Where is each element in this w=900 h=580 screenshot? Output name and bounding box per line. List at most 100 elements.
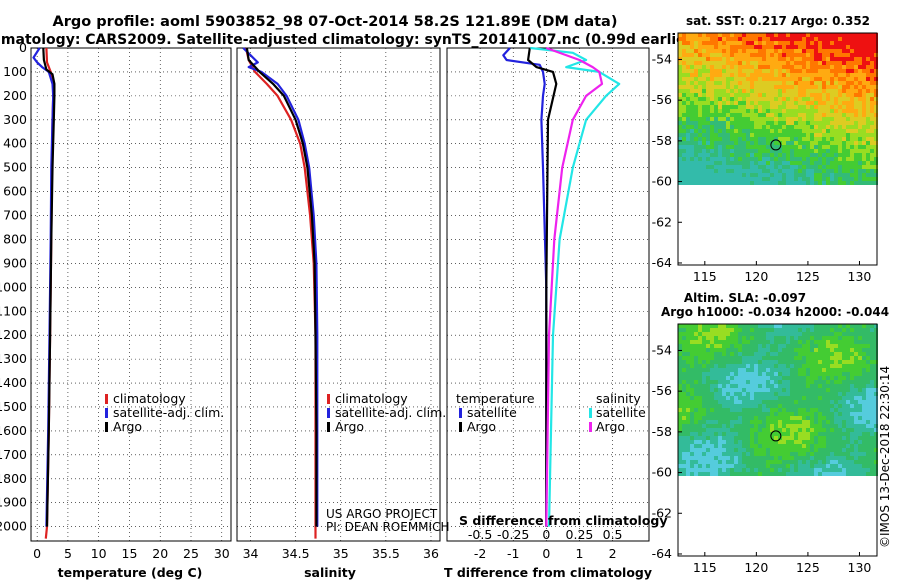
field-cell	[866, 408, 870, 412]
field-cell	[718, 65, 722, 69]
field-cell	[802, 400, 806, 404]
field-cell	[774, 328, 778, 332]
field-cell	[826, 45, 830, 49]
field-cell	[854, 332, 858, 336]
field-cell	[850, 332, 854, 336]
field-cell	[846, 468, 850, 472]
field-cell	[682, 53, 686, 57]
field-cell	[802, 460, 806, 464]
field-cell	[714, 384, 718, 388]
field-cell	[818, 125, 822, 129]
field-cell	[826, 440, 830, 444]
field-cell	[758, 444, 762, 448]
field-cell	[834, 69, 838, 73]
field-cell	[734, 348, 738, 352]
field-cell	[750, 436, 754, 440]
field-cell	[734, 53, 738, 57]
field-cell	[686, 101, 690, 105]
field-cell	[782, 372, 786, 376]
field-cell	[730, 448, 734, 452]
field-cell	[862, 173, 866, 177]
field-cell	[766, 432, 770, 436]
field-cell	[710, 368, 714, 372]
field-cell	[702, 348, 706, 352]
field-cell	[790, 344, 794, 348]
field-cell	[814, 408, 818, 412]
field-cell	[874, 73, 878, 77]
field-cell	[786, 356, 790, 360]
field-cell	[770, 161, 774, 165]
field-cell	[874, 360, 878, 364]
field-cell	[834, 360, 838, 364]
field-cell	[750, 348, 754, 352]
field-cell	[762, 328, 766, 332]
field-cell	[838, 133, 842, 137]
field-cell	[850, 33, 854, 37]
field-cell	[830, 344, 834, 348]
field-cell	[698, 97, 702, 101]
field-cell	[802, 41, 806, 45]
field-cell	[790, 464, 794, 468]
field-cell	[842, 101, 846, 105]
field-cell	[790, 181, 794, 185]
field-cell	[786, 177, 790, 181]
field-cell	[758, 109, 762, 113]
field-cell	[798, 436, 802, 440]
field-cell	[814, 109, 818, 113]
field-cell	[778, 181, 782, 185]
field-cell	[822, 129, 826, 133]
field-cell	[730, 404, 734, 408]
field-cell	[850, 149, 854, 153]
field-cell	[766, 81, 770, 85]
field-cell	[862, 53, 866, 57]
field-cell	[826, 137, 830, 141]
field-cell	[794, 49, 798, 53]
field-cell	[858, 436, 862, 440]
field-cell	[794, 73, 798, 77]
field-cell	[738, 336, 742, 340]
field-cell	[694, 61, 698, 65]
field-cell	[686, 332, 690, 336]
field-cell	[818, 81, 822, 85]
field-cell	[742, 105, 746, 109]
field-cell	[842, 460, 846, 464]
field-cell	[766, 336, 770, 340]
field-cell	[774, 81, 778, 85]
field-cell	[678, 472, 682, 476]
field-cell	[854, 141, 858, 145]
field-cell	[858, 173, 862, 177]
field-cell	[782, 85, 786, 89]
field-cell	[750, 428, 754, 432]
field-cell	[818, 113, 822, 117]
field-cell	[758, 145, 762, 149]
field-cell	[786, 440, 790, 444]
field-cell	[766, 408, 770, 412]
field-cell	[750, 432, 754, 436]
field-cell	[754, 89, 758, 93]
field-cell	[718, 165, 722, 169]
field-cell	[806, 69, 810, 73]
field-cell	[738, 33, 742, 37]
field-cell	[746, 97, 750, 101]
field-cell	[762, 448, 766, 452]
field-cell	[858, 392, 862, 396]
field-cell	[798, 65, 802, 69]
field-cell	[746, 137, 750, 141]
field-cell	[822, 436, 826, 440]
field-cell	[802, 432, 806, 436]
field-cell	[810, 33, 814, 37]
field-cell	[862, 376, 866, 380]
field-cell	[786, 428, 790, 432]
field-cell	[762, 428, 766, 432]
field-cell	[726, 145, 730, 149]
field-cell	[678, 105, 682, 109]
field-cell	[814, 145, 818, 149]
field-cell	[874, 61, 878, 65]
field-cell	[726, 173, 730, 177]
field-cell	[770, 456, 774, 460]
field-cell	[754, 73, 758, 77]
field-cell	[766, 97, 770, 101]
field-cell	[802, 424, 806, 428]
field-cell	[814, 460, 818, 464]
